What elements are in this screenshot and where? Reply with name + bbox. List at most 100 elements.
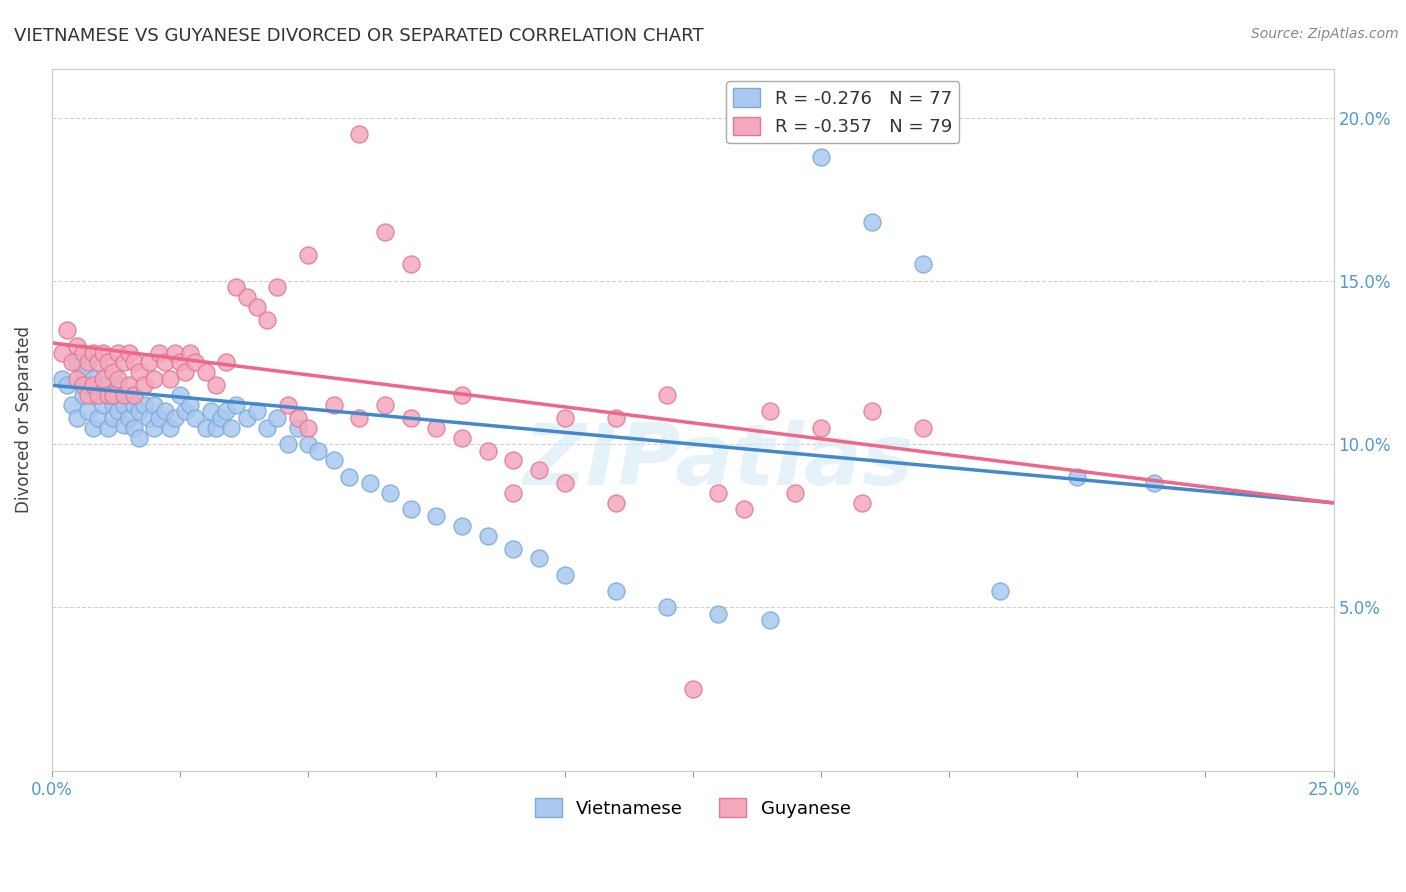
Point [143,372,166,386]
Point [200,404,222,418]
Point [682,681,704,696]
Point [733,502,755,516]
Point [148,411,170,425]
Point [256,313,278,327]
Point [527,551,550,566]
Point [51,345,73,359]
Point [399,257,422,271]
Point [143,421,166,435]
Point [287,421,309,435]
Point [138,355,160,369]
Point [103,365,125,379]
Point [184,411,207,425]
Point [235,411,257,425]
Point [1143,476,1166,491]
Point [297,421,319,435]
Point [153,355,176,369]
Point [87,411,110,425]
Point [235,290,257,304]
Point [380,486,402,500]
Point [707,486,730,500]
Point [246,404,269,418]
Point [810,421,832,435]
Point [66,339,89,353]
Point [605,584,627,599]
Point [1066,469,1088,483]
Point [655,388,678,402]
Point [56,378,79,392]
Point [56,323,79,337]
Point [477,528,499,542]
Point [128,365,150,379]
Point [169,355,191,369]
Point [337,469,360,483]
Point [374,398,396,412]
Point [82,421,104,435]
Point [122,398,145,412]
Point [374,225,396,239]
Point [553,476,575,491]
Point [76,388,98,402]
Point [87,388,110,402]
Text: ZIPatlas: ZIPatlas [523,420,914,503]
Point [527,463,550,477]
Point [118,378,141,392]
Point [205,378,228,392]
Point [307,443,329,458]
Point [87,355,110,369]
Point [785,486,807,500]
Point [91,398,114,412]
Point [349,411,371,425]
Point [128,431,150,445]
Point [399,502,422,516]
Point [225,398,247,412]
Point [912,257,935,271]
Point [349,127,371,141]
Point [118,388,141,402]
Point [215,355,238,369]
Point [219,421,242,435]
Point [553,567,575,582]
Point [148,345,170,359]
Point [122,388,145,402]
Point [72,345,94,359]
Point [266,280,288,294]
Point [143,398,166,412]
Point [205,421,228,435]
Point [122,355,145,369]
Point [502,486,524,500]
Legend: Vietnamese, Guyanese: Vietnamese, Guyanese [527,791,858,825]
Point [179,398,201,412]
Point [605,496,627,510]
Point [297,248,319,262]
Point [179,345,201,359]
Point [107,404,129,418]
Point [66,411,89,425]
Point [174,365,197,379]
Point [912,421,935,435]
Point [169,388,191,402]
Point [502,541,524,556]
Point [72,365,94,379]
Point [66,372,89,386]
Point [163,411,186,425]
Point [122,421,145,435]
Point [76,404,98,418]
Point [451,518,474,533]
Text: Source: ZipAtlas.com: Source: ZipAtlas.com [1251,27,1399,41]
Point [209,411,232,425]
Point [97,388,120,402]
Point [246,300,269,314]
Point [60,398,83,412]
Point [322,398,344,412]
Point [215,404,238,418]
Point [153,404,176,418]
Point [277,437,299,451]
Point [266,411,288,425]
Point [97,421,120,435]
Point [112,355,135,369]
Point [97,388,120,402]
Point [76,355,98,369]
Point [451,388,474,402]
Point [66,355,89,369]
